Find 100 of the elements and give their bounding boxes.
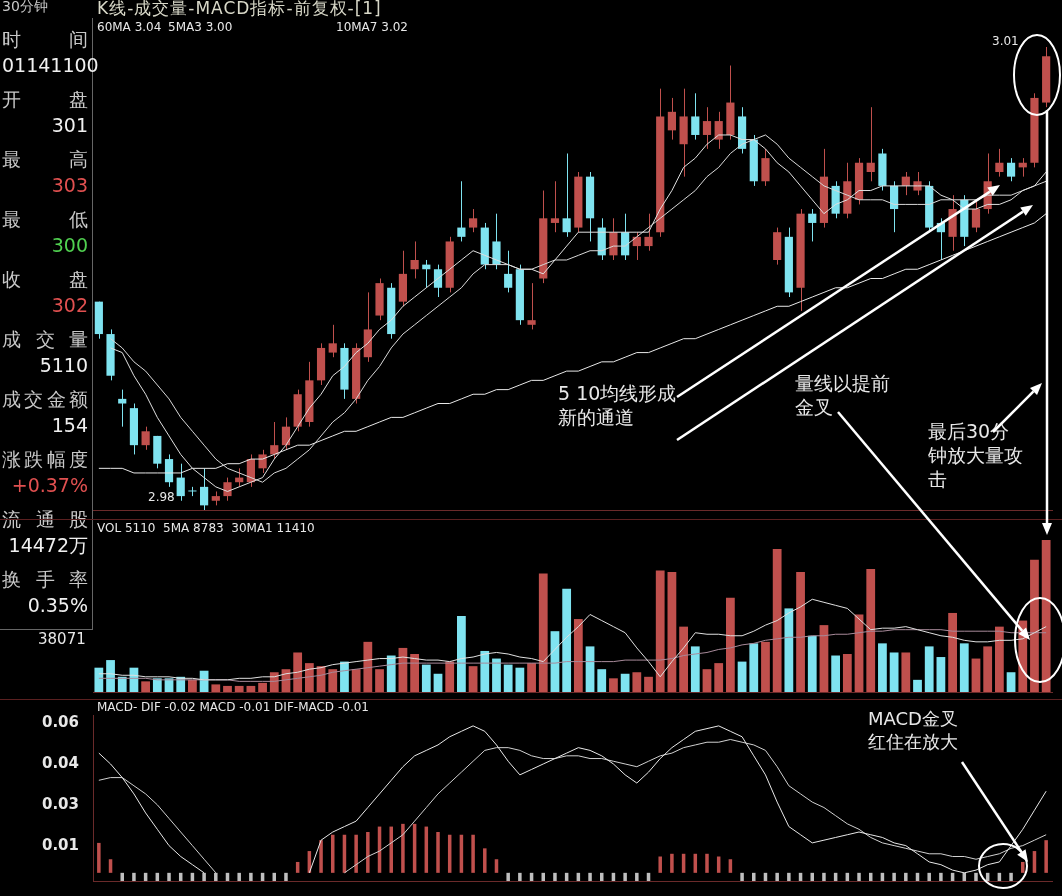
bar	[588, 872, 592, 881]
bar	[1009, 872, 1013, 881]
bar	[597, 669, 607, 692]
bar	[354, 834, 358, 873]
bar	[585, 646, 595, 692]
candlestick	[223, 477, 232, 502]
candlestick	[971, 199, 981, 233]
bar	[421, 664, 431, 692]
text: VOL 5110 5MA 8783 30MA1 11410	[97, 521, 315, 536]
candlestick	[995, 148, 1004, 178]
bar	[842, 654, 852, 692]
bar	[726, 597, 735, 692]
bar	[152, 678, 162, 692]
bar	[331, 834, 335, 873]
candlestick	[118, 389, 127, 428]
annotation: 5 10均线形成新的通道	[558, 382, 678, 430]
bar	[702, 669, 712, 692]
bar	[705, 853, 709, 873]
bar	[518, 872, 522, 881]
text: 303	[50, 174, 88, 198]
bar	[948, 612, 957, 692]
candlestick	[714, 111, 723, 150]
bar	[784, 608, 794, 692]
bar	[939, 872, 943, 881]
bar	[807, 635, 817, 692]
candlestick	[866, 106, 875, 182]
bar	[202, 872, 206, 881]
bar	[632, 672, 642, 692]
y-tick-label: 0.06	[41, 713, 79, 732]
text: 时间	[2, 28, 88, 52]
bar	[775, 872, 779, 881]
bar	[936, 657, 946, 692]
text: 开盘	[2, 88, 88, 112]
text: 10MA7 3.02	[336, 20, 408, 35]
text: 300	[50, 234, 88, 258]
text: 30分钟	[2, 0, 48, 16]
bar	[471, 834, 475, 873]
bar	[483, 848, 487, 873]
bar	[304, 663, 314, 692]
bar	[401, 823, 405, 873]
text: 换手率	[2, 568, 88, 592]
bar	[819, 625, 829, 692]
y-tick-label: 0.04	[41, 753, 79, 772]
candlestick	[504, 250, 513, 293]
text: +0.37%	[10, 474, 88, 498]
text: 302	[50, 294, 88, 318]
text: 5110	[38, 354, 88, 378]
bar	[293, 652, 303, 692]
bar	[553, 872, 557, 881]
text: 14472万	[7, 534, 88, 558]
bar	[132, 872, 136, 881]
bar	[328, 669, 338, 692]
text: 38071	[38, 630, 86, 649]
bar	[913, 679, 922, 692]
bar	[752, 872, 756, 881]
bar	[635, 872, 639, 881]
bar	[538, 573, 548, 692]
bar	[620, 673, 630, 692]
candlestick	[609, 217, 618, 261]
bar	[249, 872, 253, 881]
bar	[188, 679, 197, 692]
annotation: 01141100	[2, 54, 99, 78]
text: 5MA3 3.00	[168, 20, 233, 35]
candlestick	[176, 463, 185, 502]
candlestick	[550, 180, 560, 233]
bar	[106, 660, 115, 692]
bar	[857, 872, 861, 881]
bar	[436, 832, 440, 873]
text: 成交金额	[2, 388, 88, 412]
bar	[503, 664, 513, 692]
text: 60MA 3.04	[97, 20, 162, 35]
annotation: MACD金叉红住在放大	[868, 708, 959, 753]
bar	[787, 872, 791, 881]
bar	[690, 646, 700, 692]
bar	[386, 655, 396, 692]
bar	[237, 872, 241, 881]
text: 收盘	[2, 268, 88, 292]
bar	[480, 650, 490, 692]
bar	[1030, 559, 1039, 692]
bar	[772, 549, 782, 692]
bar	[120, 872, 124, 881]
bar	[623, 872, 627, 881]
bar	[457, 616, 466, 692]
bar	[609, 678, 618, 692]
bar	[351, 669, 361, 692]
y-tick-label: 0.03	[41, 794, 79, 813]
bar	[167, 872, 171, 881]
bar	[901, 652, 911, 692]
bar	[284, 872, 288, 881]
annotation: 2.98	[148, 490, 175, 505]
bar	[573, 619, 583, 692]
bar	[319, 840, 323, 873]
bar	[924, 646, 934, 692]
bar	[246, 685, 256, 692]
candlestick	[667, 97, 676, 141]
bar	[644, 676, 653, 692]
candlestick	[328, 324, 337, 358]
bar	[258, 682, 267, 692]
candlestick	[492, 213, 501, 270]
candlestick	[691, 92, 700, 141]
